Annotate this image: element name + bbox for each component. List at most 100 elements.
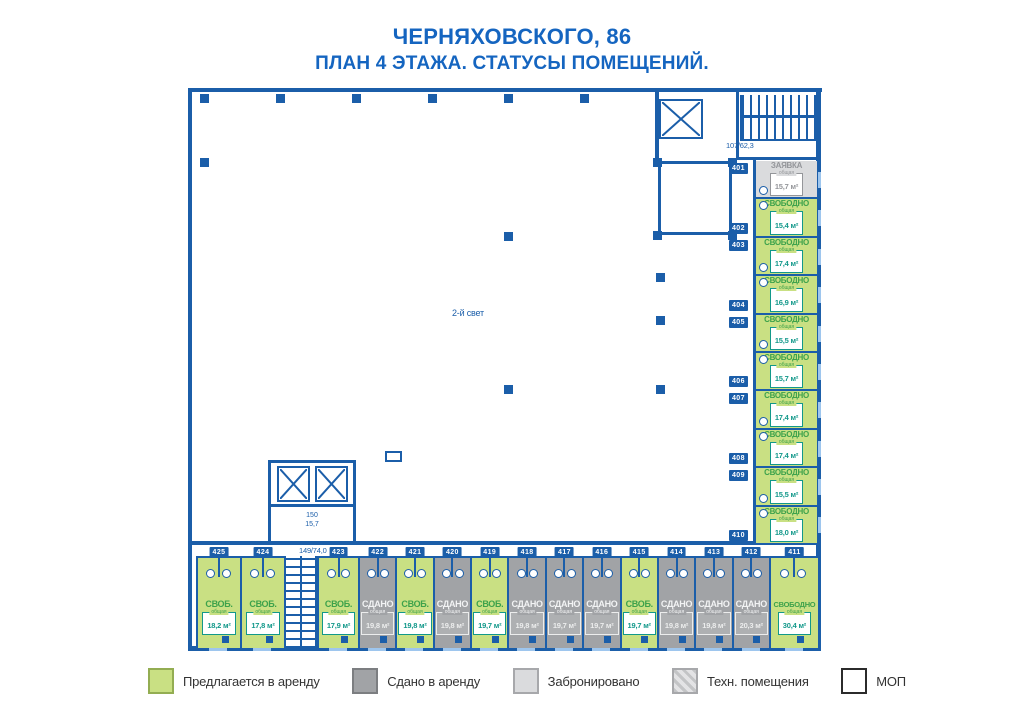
window-mark (666, 647, 685, 651)
room-401[interactable]: 401 ЗАЯВКА общая 15,7 м² (729, 161, 817, 200)
room-410[interactable]: 410 СВОБОДНО общая 18,0 м² (729, 506, 817, 544)
column (653, 158, 662, 167)
door-marker (753, 636, 761, 643)
area-caption: общая (666, 608, 687, 615)
vent-icon (753, 569, 763, 578)
room-421[interactable]: 421 СВОБ. общая 19,8 м² (395, 547, 433, 648)
legend-swatch (352, 668, 379, 694)
door-marker (265, 636, 273, 643)
room-402[interactable]: 402 СВОБОДНО общая 15,4 м² (729, 199, 817, 238)
room-status-label: СВОБОДНО (773, 600, 816, 609)
room-411[interactable]: 411 СВОБОДНО общая 30,4 м² (768, 547, 818, 648)
vent-icon (379, 569, 389, 578)
window-mark (784, 647, 803, 651)
room-area-value: 15,5 м² (774, 489, 799, 499)
room-414[interactable]: 414 СДАНО общая 19,8 м² (656, 547, 695, 648)
room-status-label: СДАНО (698, 598, 730, 609)
room-406[interactable]: 406 СВОБОДНО общая 15,7 м² (729, 352, 817, 392)
room-area-value: 19,7 м² (478, 621, 502, 630)
room-403[interactable]: 403 СВОБОДНО общая 17,4 м² (729, 237, 817, 277)
vent-icon (404, 569, 414, 578)
window-mark (404, 647, 423, 651)
area-caption: общая (554, 608, 575, 615)
vent-icon (759, 201, 768, 211)
room-area-box: общая 19,7 м² (547, 608, 582, 635)
room-425[interactable]: 425 СВОБ. общая 18,2 м² (196, 547, 240, 648)
vent-icon (759, 493, 768, 503)
room-423[interactable]: 423 СВОБ. общая 17,9 м² (317, 547, 358, 648)
room-number-badge: 423 (329, 547, 348, 558)
room-status-label: СВОБОДНО (764, 352, 809, 362)
vent-icon (759, 278, 768, 288)
vent-icon (628, 569, 638, 578)
room-number-badge: 415 (629, 547, 649, 558)
room-413[interactable]: 413 СДАНО общая 19,8 м² (694, 547, 732, 648)
room-418[interactable]: 418 СДАНО общая 19,8 м² (507, 547, 545, 648)
column (656, 385, 665, 394)
room-number-badge: 411 (785, 547, 804, 558)
room-status-label: СВОБОДНО (764, 391, 809, 401)
room-404[interactable]: 404 СВОБОДНО общая 16,9 м² (729, 276, 817, 315)
room-area-value: 17,9 м² (326, 621, 351, 630)
room-area-value: 19,8 м² (403, 621, 427, 630)
vent-icon (759, 263, 768, 273)
door-marker (566, 636, 574, 643)
area-caption: общая (328, 608, 349, 615)
room-408[interactable]: 408 СВОБОДНО общая 17,4 м² (729, 429, 817, 469)
room-number-badge: 416 (592, 547, 612, 558)
dimension-label-bottom-left: 149/74,0 (299, 546, 327, 555)
area-caption: общая (741, 608, 761, 615)
legend-swatch (671, 668, 698, 694)
vent-icon (591, 569, 601, 578)
column (352, 94, 361, 103)
vent-icon (206, 569, 216, 578)
vent-icon (797, 569, 807, 578)
legend-label: Забронировано (547, 673, 640, 689)
area-caption: общая (776, 285, 797, 292)
room-area-value: 18,2 м² (207, 621, 231, 630)
right-rooms-column: 401 ЗАЯВКА общая 15,7 м² 402 СВОБОДНО об… (729, 161, 817, 544)
room-416[interactable]: 416 СДАНО общая 19,7 м² (582, 547, 620, 648)
room-status-label: СДАНО (660, 598, 693, 609)
room-419[interactable]: 419 СВОБ. общая 19,7 м² (470, 547, 508, 648)
vent-icon (603, 569, 613, 578)
room-status-label: СВОБОДНО (764, 276, 809, 286)
room-417[interactable]: 417 СДАНО общая 19,7 м² (544, 547, 583, 648)
elevator-icon (277, 466, 310, 502)
vent-icon (759, 508, 768, 518)
vent-icon (665, 569, 675, 578)
room-number-badge: 417 (555, 547, 574, 558)
room-415[interactable]: 415 СВОБ. общая 19,7 м² (619, 547, 657, 648)
column (276, 94, 285, 103)
bottom-rooms-row: 425 СВОБ. общая 18,2 м² 424 СВОБ. общая … (196, 547, 818, 648)
room-409[interactable]: 409 СВОБОДНО общая 15,5 м² (729, 468, 817, 507)
elevator-icon (315, 466, 348, 502)
room-424[interactable]: 424 СВОБ. общая 17,8 м² (240, 547, 284, 648)
room-area-value: 16,9 м² (774, 297, 799, 307)
room-412[interactable]: 412 СДАНО общая 20,3 м² (731, 547, 769, 648)
door-marker (529, 636, 537, 643)
area-caption: общая (776, 246, 797, 253)
room-area-box: общая 18,2 м² (202, 609, 236, 635)
room-422[interactable]: 422 СДАНО общая 19,8 м² (358, 547, 396, 648)
vent-icon (759, 340, 768, 350)
room-area-box: общая 19,8 м² (398, 609, 432, 635)
vent-icon (250, 569, 260, 578)
vent-icon (703, 569, 713, 578)
column (728, 231, 737, 240)
room-420[interactable]: 420 СДАНО общая 19,8 м² (432, 547, 471, 648)
window-mark (253, 647, 271, 651)
room-area-box: общая 20,3 м² (734, 608, 768, 635)
area-caption: общая (253, 608, 273, 615)
room-405[interactable]: 405 СВОБОДНО общая 15,5 м² (729, 314, 817, 354)
window-mark (817, 517, 821, 533)
room-status-label: СДАНО (548, 598, 581, 609)
window-mark (516, 647, 535, 651)
room-area-value: 30,4 м² (782, 621, 807, 630)
vent-icon (780, 569, 790, 578)
wall (736, 157, 818, 160)
legend: Предлагается в аренду Сдано в аренду Заб… (148, 668, 906, 694)
room-407[interactable]: 407 СВОБОДНО общая 17,4 м² (729, 391, 817, 430)
wall (188, 88, 192, 648)
legend-swatch (148, 668, 174, 694)
